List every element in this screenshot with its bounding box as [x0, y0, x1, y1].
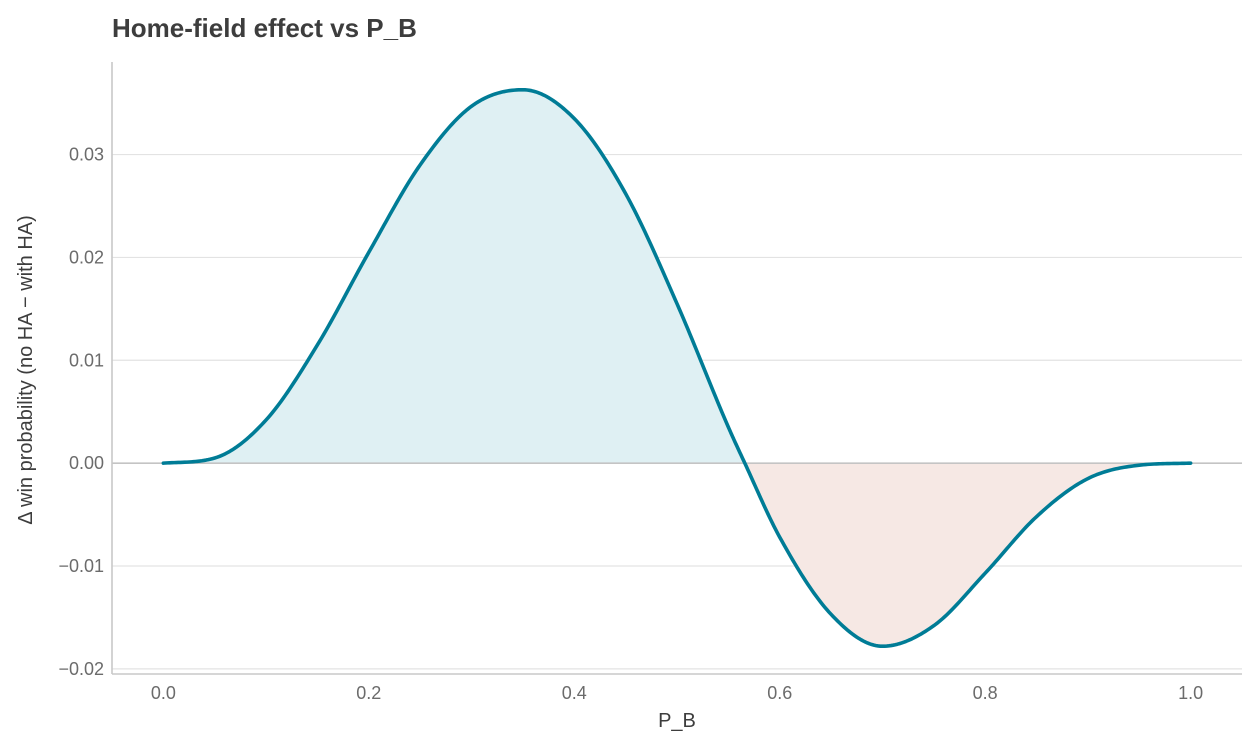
positive-area-fill: [163, 89, 1191, 464]
x-tick-label: 1.0: [1178, 683, 1203, 703]
y-tick-label: 0.03: [69, 145, 104, 165]
series-layer: [161, 87, 1193, 649]
chart-title: Home-field effect vs P_B: [112, 13, 417, 43]
y-tick-label: 0.00: [69, 453, 104, 473]
axes: [111, 62, 1242, 675]
negative-area-fill: [163, 463, 1191, 647]
x-ticks: 0.0 0.2 0.4 0.6 0.8 1.0: [151, 683, 1203, 703]
y-tick-label: −0.01: [58, 556, 104, 576]
x-axis-label: P_B: [658, 710, 696, 732]
x-tick-label: 0.6: [767, 683, 792, 703]
x-tick-label: 0.0: [151, 683, 176, 703]
series-line: [161, 87, 1193, 649]
y-tick-label: 0.01: [69, 350, 104, 370]
x-tick-label: 0.8: [973, 683, 998, 703]
x-tick-label: 0.4: [562, 683, 587, 703]
y-ticks: −0.02 −0.01 0.00 0.01 0.02 0.03: [58, 145, 104, 679]
x-tick-label: 0.2: [356, 683, 381, 703]
y-axis-label: Δ win probability (no HA − with HA): [15, 215, 37, 525]
y-tick-label: −0.02: [58, 659, 104, 679]
area-fills: [112, 89, 1242, 647]
y-tick-label: 0.02: [69, 247, 104, 267]
